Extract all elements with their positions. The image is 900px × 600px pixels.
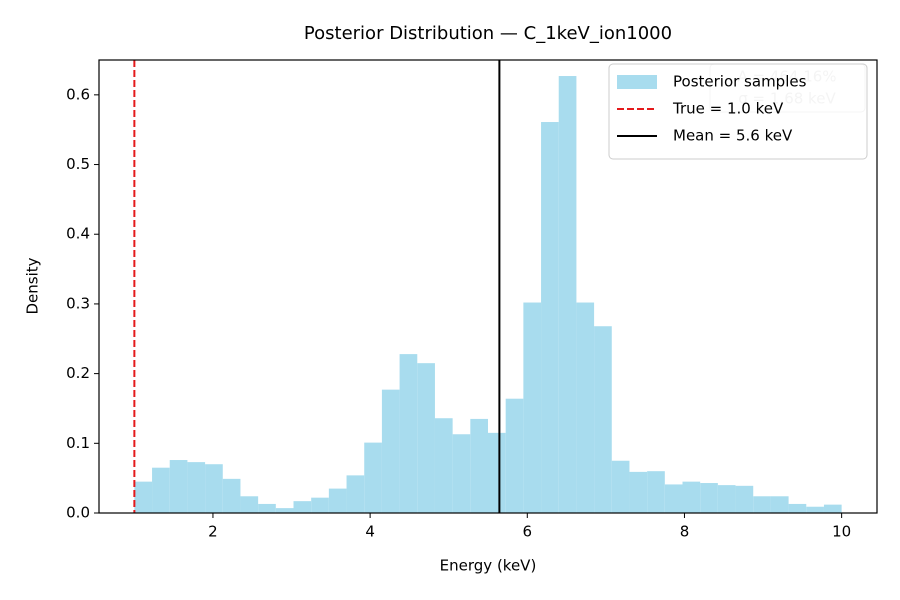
y-axis-label: Density [24,257,42,314]
bar [452,434,471,513]
bar [134,481,153,513]
bar [611,460,630,513]
bar [240,496,259,513]
bar [275,508,294,513]
bar [187,462,206,513]
bar [169,460,188,513]
bar [222,478,241,513]
bar [505,398,524,513]
bar [770,496,789,513]
x-tick-label: 6 [523,523,533,541]
bar [205,464,223,513]
bar [788,503,807,513]
axes-frame [98,59,878,514]
y-tick-label: 0.4 [66,225,90,243]
legend-label: Mean = 5.6 keV [673,127,793,145]
x-tick-label: 4 [365,523,375,541]
bar [488,432,506,513]
y-tick-label: 0.1 [66,434,90,452]
bar [258,503,276,513]
bar [558,76,577,513]
y-tick-label: 0.0 [66,504,90,522]
x-tick-label: 2 [208,523,218,541]
bar [328,488,347,513]
bar [717,485,736,513]
bar [647,471,665,513]
bar [152,467,170,513]
bar [434,418,453,513]
y-tick-label: 0.2 [66,364,90,382]
bar [753,496,771,513]
bar [523,302,542,513]
bar [541,122,559,513]
bar [629,471,648,513]
bar [823,504,842,513]
bar [700,483,718,513]
x-axis-label: Energy (keV) [440,557,537,575]
bar [576,302,595,513]
bar [293,501,312,513]
y-tick-label: 0.3 [66,294,90,312]
bar [806,506,824,513]
bar [594,326,612,513]
legend-label: True = 1.0 keV [672,100,784,118]
bar [682,481,701,513]
x-tick-label: 8 [680,523,690,541]
x-tick-label: 10 [832,523,851,541]
bar [311,497,329,513]
bar [399,354,418,513]
y-tick-label: 0.6 [66,85,90,103]
y-tick-label: 0.5 [66,155,90,173]
legend-box [608,63,868,160]
legend-label: Posterior samples [673,73,807,91]
chart-title: Posterior Distribution — C_1keV_ion1000 [304,23,672,44]
bar [346,475,365,513]
bar [664,484,683,513]
bar [417,363,435,513]
legend-swatch [617,75,657,89]
bar [364,442,382,513]
bar [735,485,754,513]
legend: Posterior samples True = 1.0 keV Mean = 5.… [608,63,868,160]
bar [381,389,400,513]
bar [470,418,488,513]
